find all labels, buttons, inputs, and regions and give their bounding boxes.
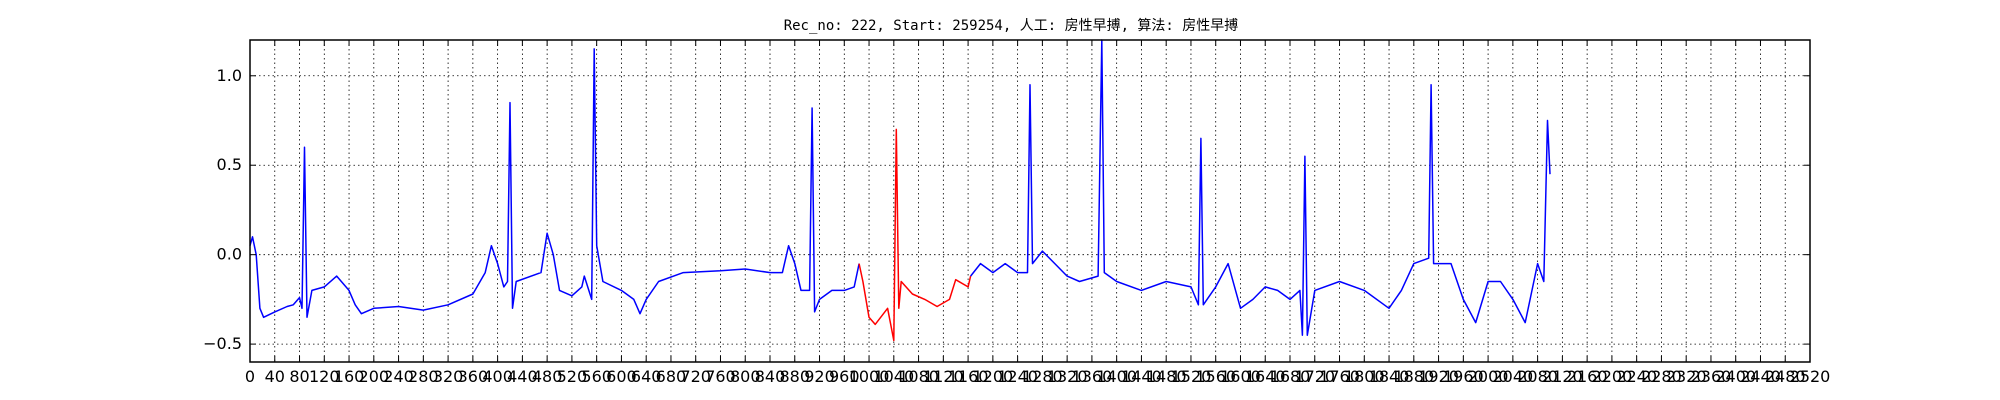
series-line-1 bbox=[858, 128, 972, 342]
x-tick-label: 1120 bbox=[923, 367, 964, 386]
x-tick-label: 160 bbox=[334, 367, 365, 386]
x-tick-label: 1880 bbox=[1393, 367, 1434, 386]
x-tick-label: 2520 bbox=[1790, 367, 1831, 386]
x-tick-label: 2360 bbox=[1691, 367, 1732, 386]
x-tick-label: 1920 bbox=[1418, 367, 1459, 386]
x-tick-label: 2480 bbox=[1765, 367, 1806, 386]
x-tick-label: 240 bbox=[383, 367, 414, 386]
x-tick-label: 1360 bbox=[1072, 367, 1113, 386]
x-tick-label: 1160 bbox=[948, 367, 989, 386]
series-line-2 bbox=[970, 39, 1551, 336]
x-tick-label: 960 bbox=[829, 367, 860, 386]
x-tick-label: 2160 bbox=[1567, 367, 1608, 386]
series-line-0 bbox=[249, 48, 860, 319]
x-tick-label: 1000 bbox=[849, 367, 890, 386]
x-tick-label: 1960 bbox=[1443, 367, 1484, 386]
x-tick-label: 2000 bbox=[1468, 367, 1509, 386]
x-tick-label: 400 bbox=[482, 367, 513, 386]
grid-lines bbox=[249, 40, 1811, 362]
x-tick-label: 920 bbox=[804, 367, 835, 386]
x-tick-label: 680 bbox=[656, 367, 687, 386]
x-tick-label: 2040 bbox=[1492, 367, 1533, 386]
x-tick-label: 520 bbox=[557, 367, 588, 386]
x-tick-label: 720 bbox=[680, 367, 711, 386]
chart-title: Rec_no: 222, Start: 259254, 人工: 房性早搏, 算法… bbox=[784, 17, 1239, 34]
x-tick-label: 1200 bbox=[972, 367, 1013, 386]
x-tick-label: 1400 bbox=[1096, 367, 1137, 386]
x-tick-label: 1640 bbox=[1245, 367, 1286, 386]
x-tick-label: 1080 bbox=[898, 367, 939, 386]
x-tick-label: 1560 bbox=[1195, 367, 1236, 386]
x-tick-label: 760 bbox=[705, 367, 736, 386]
x-tick-label: 1720 bbox=[1294, 367, 1335, 386]
x-tick-label: 800 bbox=[730, 367, 761, 386]
x-tick-label: 2120 bbox=[1542, 367, 1583, 386]
x-tick-label: 560 bbox=[581, 367, 612, 386]
x-tick-label: 1040 bbox=[873, 367, 914, 386]
x-tick-label: 480 bbox=[532, 367, 563, 386]
x-tick-label: 440 bbox=[507, 367, 538, 386]
x-tick-label: 2320 bbox=[1666, 367, 1707, 386]
x-axis: 0 40 80 12016020024028032036040044048052056… bbox=[245, 40, 1830, 386]
x-tick-label: 2400 bbox=[1715, 367, 1756, 386]
y-tick-label: 0.5 bbox=[217, 155, 242, 174]
x-tick-label: 320 bbox=[433, 367, 464, 386]
x-tick-label: 840 bbox=[755, 367, 786, 386]
x-tick-label: 1840 bbox=[1369, 367, 1410, 386]
x-tick-label: 280 bbox=[408, 367, 439, 386]
x-tick-label: 1600 bbox=[1220, 367, 1261, 386]
x-tick-label: 200 bbox=[359, 367, 390, 386]
x-tick-label: 2200 bbox=[1592, 367, 1633, 386]
series-group bbox=[249, 39, 1551, 342]
x-tick-label: 1800 bbox=[1344, 367, 1385, 386]
x-tick-label: 1760 bbox=[1319, 367, 1360, 386]
y-tick-label: 0.0 bbox=[217, 245, 242, 264]
x-tick-label: 40 bbox=[265, 367, 285, 386]
x-tick-label: 880 bbox=[779, 367, 810, 386]
y-tick-label: 1.0 bbox=[217, 66, 242, 85]
x-tick-label: 640 bbox=[631, 367, 662, 386]
x-tick-label: 1280 bbox=[1022, 367, 1063, 386]
x-tick-label: 2280 bbox=[1641, 367, 1682, 386]
y-axis: −0.5 0.0 0.5 1.0 bbox=[203, 66, 1810, 353]
x-tick-label: 360 bbox=[458, 367, 489, 386]
x-tick-label: 1480 bbox=[1146, 367, 1187, 386]
x-tick-label: 2080 bbox=[1517, 367, 1558, 386]
x-tick-label: 600 bbox=[606, 367, 637, 386]
y-tick-label: −0.5 bbox=[203, 334, 242, 353]
x-tick-label: 80 bbox=[289, 367, 309, 386]
x-tick-label: 1520 bbox=[1171, 367, 1212, 386]
plot-frame bbox=[249, 39, 1811, 363]
x-tick-label: 2440 bbox=[1740, 367, 1781, 386]
x-tick-label: 1320 bbox=[1047, 367, 1088, 386]
x-tick-label: 1440 bbox=[1121, 367, 1162, 386]
x-tick-label: 1240 bbox=[997, 367, 1038, 386]
x-tick-label: 120 bbox=[309, 367, 340, 386]
x-tick-label: 1680 bbox=[1270, 367, 1311, 386]
x-tick-label: 0 bbox=[245, 367, 255, 386]
x-tick-label: 2240 bbox=[1616, 367, 1657, 386]
